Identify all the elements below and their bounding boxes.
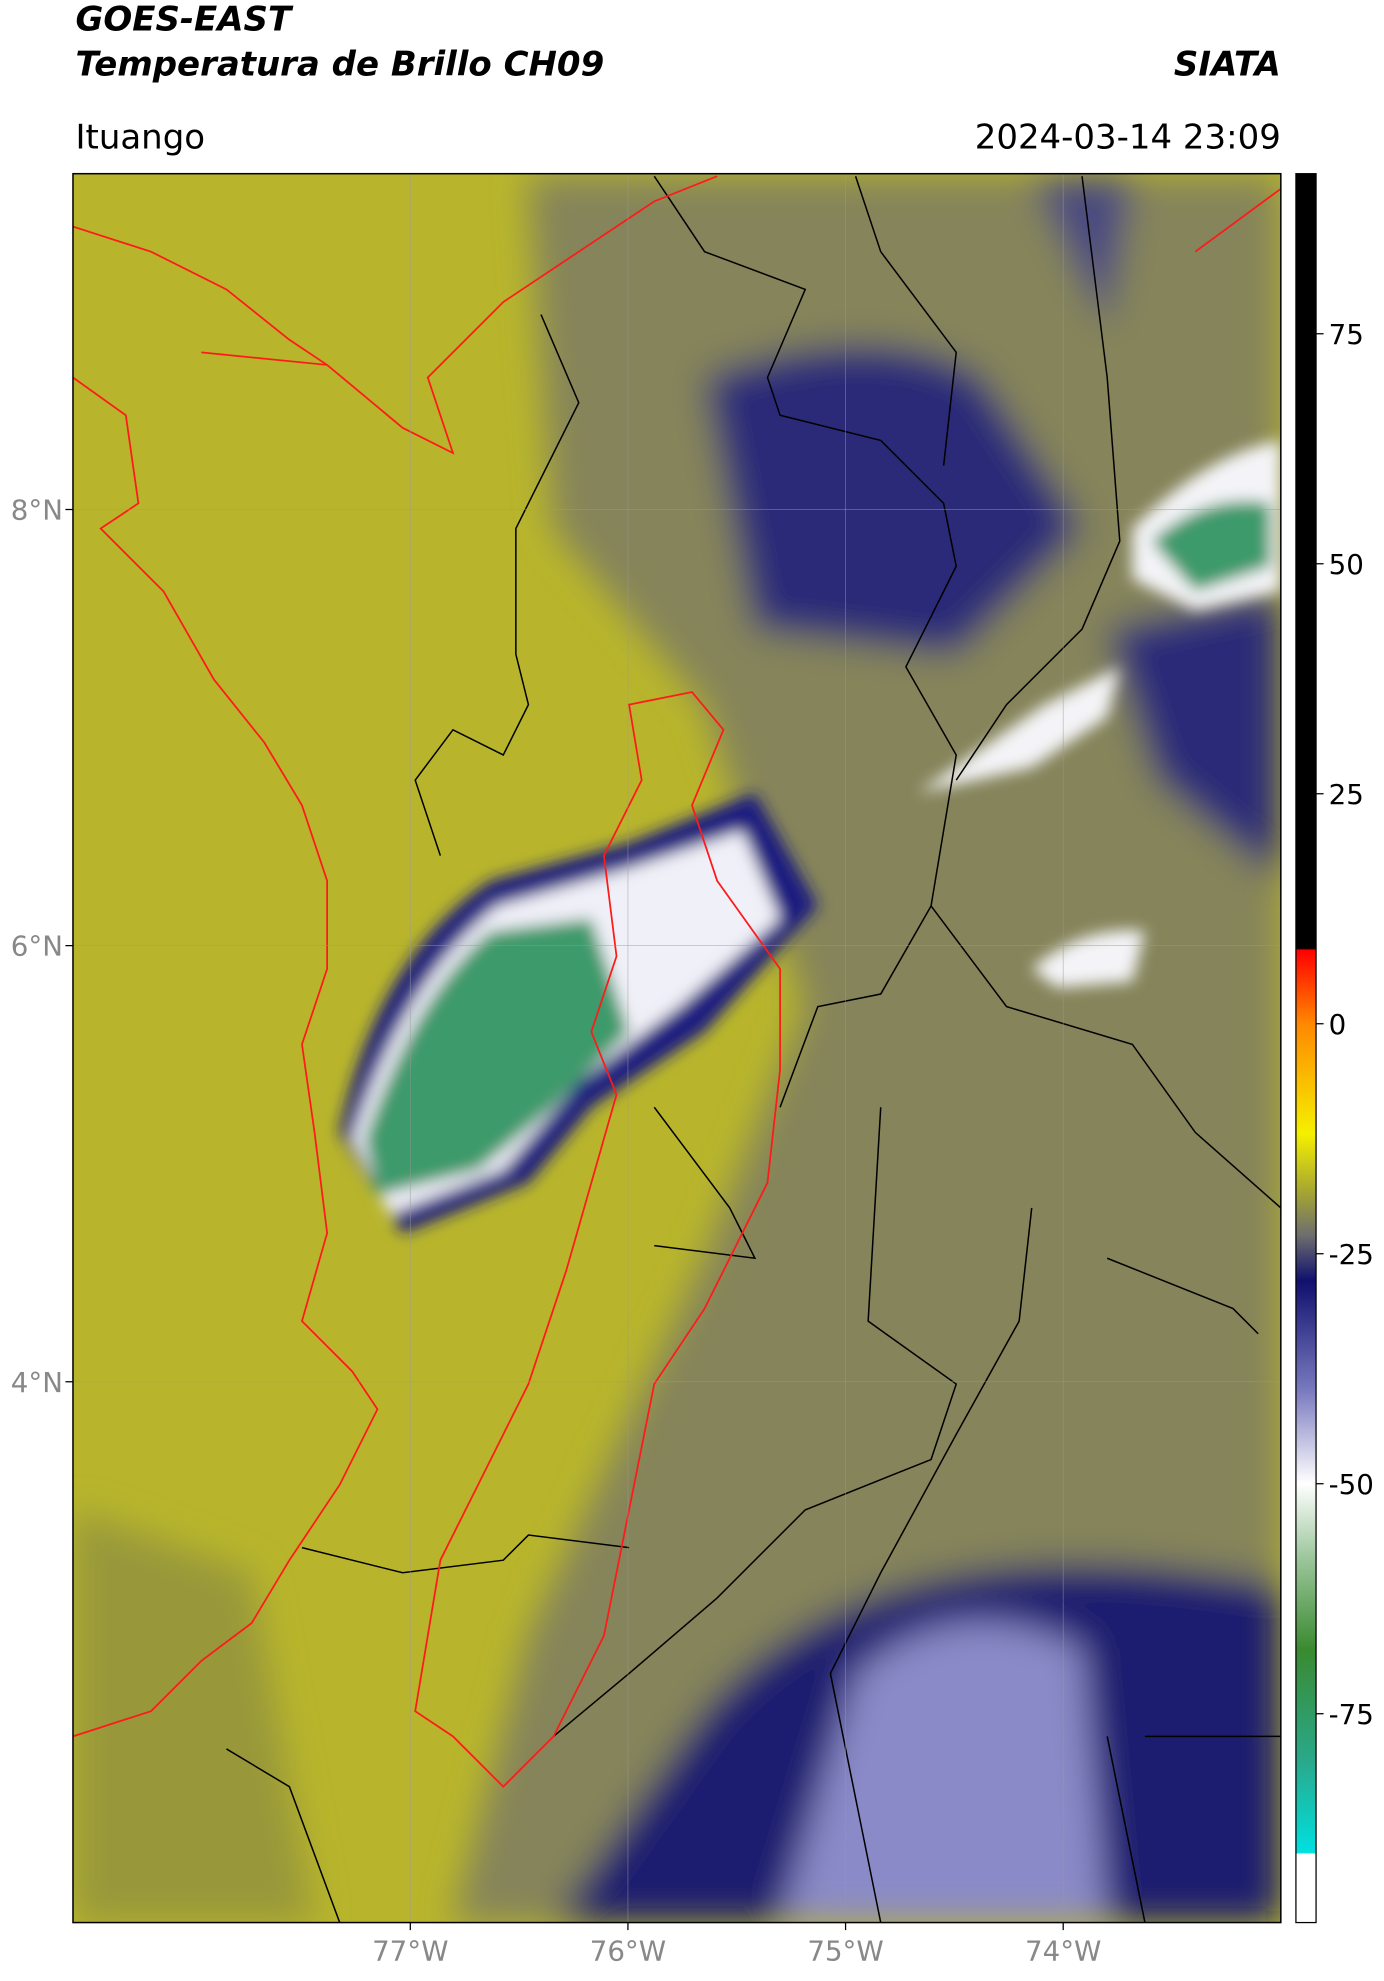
title: GOES-EAST <box>75 0 293 39</box>
y-tick-label: 6°N <box>11 930 63 963</box>
map-area <box>72 173 1281 1923</box>
colorbar-tick-label: -75 <box>1329 1698 1374 1731</box>
y-tick-label: 8°N <box>11 494 63 527</box>
x-tick-label: 75°W <box>807 1934 883 1967</box>
colorbar <box>1295 173 1317 1924</box>
colorbar-tick-label: 0 <box>1329 1008 1347 1041</box>
map-frame <box>72 172 1282 1924</box>
x-tick-label: 74°W <box>1025 1934 1101 1967</box>
subtitle: Temperatura de Brillo CH09 <box>75 45 604 85</box>
convective-cells <box>339 440 1281 1234</box>
grid <box>72 173 1281 1923</box>
colorbar-tick-label: 25 <box>1329 778 1364 811</box>
x-tick-label: 76°W <box>590 1934 666 1967</box>
colorbar-tick-label: 75 <box>1329 318 1364 351</box>
region: Ituango <box>75 118 205 158</box>
x-tick-label: 77°W <box>372 1934 448 1967</box>
source: SIATA <box>1174 45 1281 85</box>
department-borders <box>72 175 1281 1788</box>
y-tick-label: 4°N <box>11 1366 63 1399</box>
colorbar-tick-label: 50 <box>1329 548 1364 581</box>
cloud-field <box>72 176 1281 1923</box>
colorbar-tick-label: -50 <box>1329 1468 1374 1501</box>
datetime: 2024-03-14 23:09 <box>975 118 1281 158</box>
admin-borders <box>226 175 1281 1923</box>
colorbar-tick-label: -25 <box>1329 1238 1374 1271</box>
